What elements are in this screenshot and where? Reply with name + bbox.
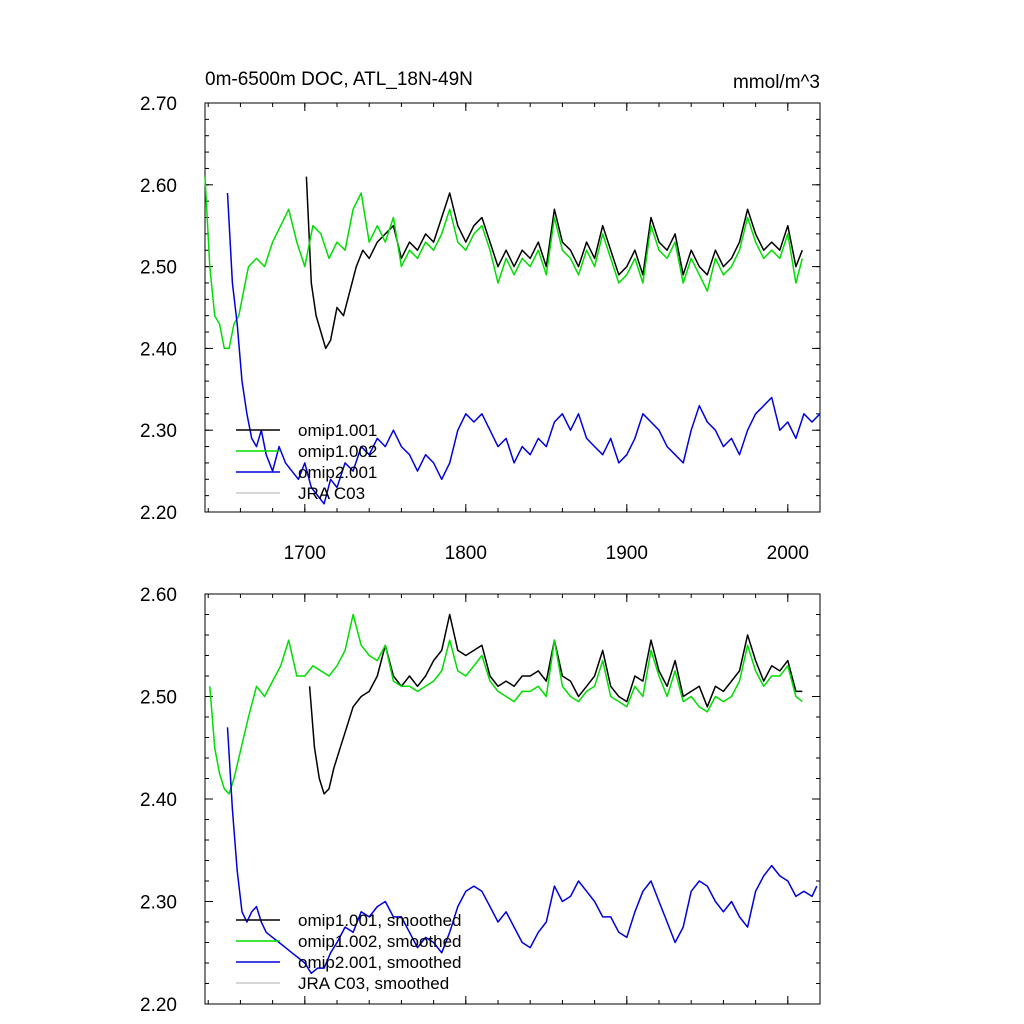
y-tick-label: 2.40 <box>140 339 177 360</box>
legend-bottom: omip1.001, smoothed omip1.002, smoothed om… <box>236 911 462 993</box>
series-line-0 <box>305 176 803 350</box>
axis-ticks-top: 2.20 2.30 2.40 2.50 2.60 2.70 1700 1800 1900 2000 <box>140 94 821 564</box>
y-tick-label: 2.60 <box>140 176 177 197</box>
series-line-2 <box>226 727 818 975</box>
x-tick-label: 2000 <box>767 543 809 564</box>
y-tick-label: 2.60 <box>140 585 177 606</box>
legend-label: JRA C03 <box>298 484 365 503</box>
y-tick-label: 2.30 <box>140 893 177 914</box>
legend-label: omip1.001 <box>298 421 377 440</box>
y-tick-label: 2.20 <box>140 995 177 1016</box>
series-group-top <box>204 176 821 505</box>
legend-label: omip1.001, smoothed <box>298 911 462 930</box>
legend-label: JRA C03, smoothed <box>298 974 449 993</box>
plot-frame-top <box>204 102 821 513</box>
series-line-1 <box>209 613 803 795</box>
panel-bottom: 2.20 2.30 2.40 2.50 2.60 omip1.001, smoothed… <box>140 585 821 1016</box>
panel-title: 0m-6500m DOC, ATL_18N-49N <box>205 69 473 90</box>
legend-top: omip1.001 omip1.002 omip2.001 JRA C03 <box>236 421 377 503</box>
y-tick-label: 2.40 <box>140 790 177 811</box>
units-label: mmol/m^3 <box>733 72 820 93</box>
x-tick-label: 1900 <box>606 543 648 564</box>
legend-label: omip2.001, smoothed <box>298 953 462 972</box>
legend-label: omip1.002, smoothed <box>298 932 462 951</box>
x-tick-label: 1800 <box>445 543 487 564</box>
y-tick-label: 2.50 <box>140 688 177 709</box>
series-line-0 <box>308 613 803 795</box>
panel-top: 0m-6500m DOC, ATL_18N-49N mmol/m^3 2.202… <box>140 69 821 564</box>
series-line-2 <box>226 192 821 505</box>
y-tick-label: 2.70 <box>140 94 177 115</box>
legend-label: omip2.001 <box>298 463 377 482</box>
y-tick-label: 2.50 <box>140 258 177 279</box>
x-tick-label: 1700 <box>284 543 326 564</box>
legend-label: omip1.002 <box>298 442 377 461</box>
series-line-1 <box>204 176 804 350</box>
y-tick-label: 2.30 <box>140 421 177 442</box>
y-tick-label: 2.20 <box>140 503 177 524</box>
series-group-bottom <box>209 613 818 975</box>
axis-ticks-bottom: 2.20 2.30 2.40 2.50 2.60 <box>140 585 821 1016</box>
